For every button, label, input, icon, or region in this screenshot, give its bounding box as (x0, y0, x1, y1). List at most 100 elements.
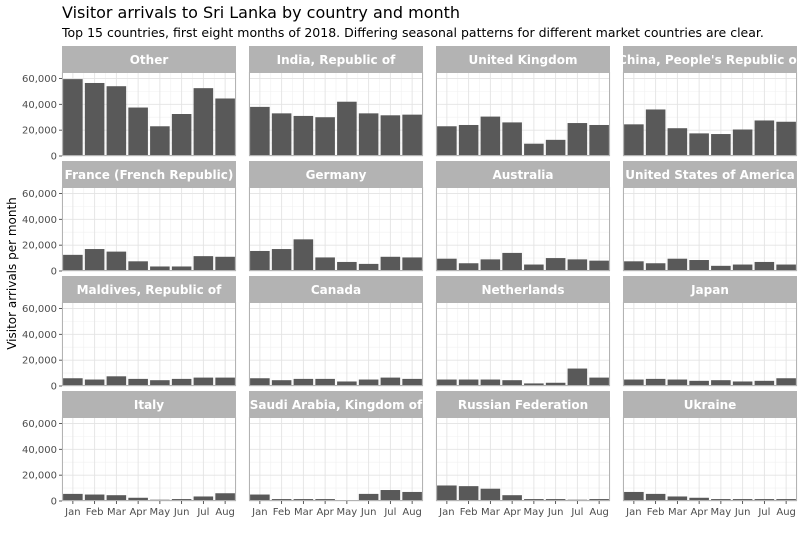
bar (732, 129, 753, 156)
bar (480, 116, 501, 156)
y-tick-label: 20,000 (22, 126, 57, 137)
facet-strip (249, 161, 423, 187)
x-tick-label: May (150, 507, 171, 518)
facet-strip (62, 391, 236, 417)
bar (337, 101, 357, 156)
bar (754, 261, 775, 271)
bar (128, 261, 148, 271)
bar (589, 377, 609, 386)
bar (402, 257, 422, 271)
x-tick-label: May (711, 507, 732, 518)
bar (545, 258, 566, 271)
facet-strip (62, 46, 236, 72)
y-axis-title: Visitor arrivals per month (5, 197, 19, 350)
facet-strip (436, 161, 610, 187)
bar (171, 114, 192, 156)
facet-strip-label: Ukraine (684, 398, 737, 412)
facet-strip-label: Russian Federation (458, 398, 588, 412)
bar (624, 124, 644, 156)
bar (315, 257, 335, 271)
bar (150, 266, 170, 271)
x-tick-label: Mar (107, 507, 127, 518)
bar (437, 379, 457, 386)
panel-border (436, 302, 610, 386)
bar (193, 496, 214, 501)
y-tick-label: 60,000 (22, 419, 57, 430)
bar (589, 260, 609, 271)
bar (271, 380, 292, 386)
panel-border (249, 72, 423, 156)
bar (271, 249, 292, 271)
y-tick-label: 20,000 (22, 471, 57, 482)
x-tick-label: Jul (570, 507, 583, 518)
bar (776, 121, 796, 156)
x-tick-label: May (337, 507, 358, 518)
bar (480, 259, 501, 271)
bar (150, 380, 170, 386)
bar (358, 493, 379, 501)
bar (689, 133, 709, 156)
x-tick-label: Feb (86, 507, 104, 518)
bar (624, 379, 644, 386)
facet-strip-label: China, People's Republic of (618, 53, 803, 67)
facet-panel: United States of America (622, 161, 798, 272)
bar (215, 493, 235, 501)
x-tick-label: Jan (64, 507, 80, 518)
panel-border (249, 417, 423, 501)
x-tick-label: Apr (316, 507, 334, 518)
bar (128, 497, 148, 501)
bar (358, 263, 379, 271)
facet-strip (249, 391, 423, 417)
facet-strip-label: Australia (492, 168, 553, 182)
bar (458, 486, 479, 501)
facet-strip (249, 276, 423, 302)
bar (402, 378, 422, 386)
bar (732, 381, 753, 386)
facet-strip-label: United States of America (625, 168, 795, 182)
y-tick-label: 0 (51, 382, 57, 393)
bar (128, 107, 148, 156)
panel-border (623, 417, 797, 501)
panel-border (623, 72, 797, 156)
bar (645, 378, 666, 386)
bar (502, 122, 522, 156)
facet-strip-label: France (French Republic) (65, 168, 234, 182)
bar (524, 383, 544, 386)
bar (754, 120, 775, 156)
bar (437, 258, 457, 271)
x-tick-label: Aug (589, 507, 609, 518)
y-tick-label: 0 (51, 152, 57, 163)
facet-panel: Canada (248, 276, 424, 387)
bar (711, 134, 731, 156)
bar (193, 377, 214, 386)
bar (645, 109, 666, 156)
facet-panel: Maldives, Republic of 0 20,000 40,000 60,000 (22, 276, 237, 393)
bar (63, 378, 83, 386)
chart-title: Visitor arrivals to Sri Lanka by country… (62, 3, 461, 22)
x-tick-label: Jan (438, 507, 454, 518)
facet-strip-label: Saudi Arabia, Kingdom of (250, 398, 423, 412)
x-tick-label: Feb (273, 507, 291, 518)
bar (337, 381, 357, 386)
bar (567, 368, 588, 386)
bar (502, 252, 522, 271)
bar (171, 266, 192, 271)
y-tick-label: 20,000 (22, 356, 57, 367)
bar (380, 377, 401, 386)
y-tick-label: 40,000 (22, 215, 57, 226)
facet-strip (436, 276, 610, 302)
facet-strip-label: Canada (311, 283, 361, 297)
bar (776, 378, 796, 386)
bar (524, 264, 544, 271)
panel-border (623, 302, 797, 386)
y-tick-label: 60,000 (22, 189, 57, 200)
facet-strip (623, 46, 797, 72)
y-tick-label: 40,000 (22, 445, 57, 456)
facet-strip-label: Germany (306, 168, 367, 182)
y-tick-label: 60,000 (22, 304, 57, 315)
facet-panel: Ukraine Jan Feb Mar Apr May Jun Jul Aug (622, 391, 798, 518)
x-tick-label: Jun (173, 507, 190, 518)
y-tick-label: 60,000 (22, 74, 57, 85)
facet-strip-label: Italy (134, 398, 164, 412)
